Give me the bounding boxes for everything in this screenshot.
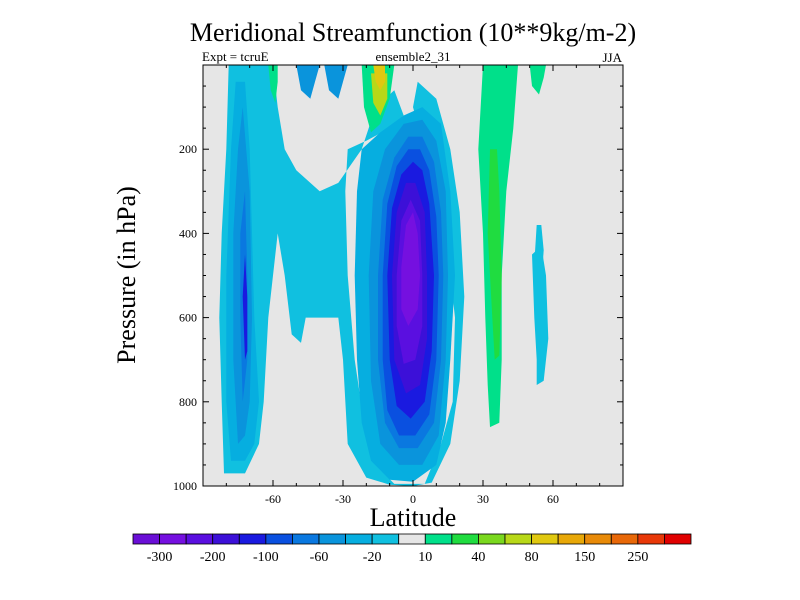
colorbar-swatch (451, 533, 479, 545)
subtitle-left: Expt = tcruE (202, 49, 269, 64)
contour-region-sh-cell-outer (219, 65, 465, 486)
subtitle-center: ensemble2_31 (375, 49, 450, 64)
colorbar-swatch (398, 533, 426, 545)
colorbar: -300 -200 -100 -60 -20 10 40 80 150 250 (132, 533, 692, 565)
colorbar-swatch (292, 533, 320, 545)
colorbar-swatch (531, 533, 559, 545)
y-tick-label: 600 (179, 311, 197, 325)
x-tick-label: 0 (410, 492, 416, 506)
colorbar-swatch (345, 533, 373, 545)
contour-region-hadley-cell-core (401, 212, 420, 326)
colorbar-swatch (610, 533, 639, 545)
colorbar-label: 40 (471, 550, 485, 565)
colorbar-label: -20 (363, 550, 382, 565)
colorbar-swatch (424, 533, 453, 545)
colorbar-swatch (212, 533, 240, 545)
colorbar-label: 10 (418, 550, 432, 565)
colorbar-swatch (265, 533, 293, 545)
colorbar-label: 80 (525, 550, 539, 565)
colorbar-swatch (318, 533, 346, 545)
colorbar-label: -100 (253, 550, 279, 565)
colorbar-label: 250 (627, 550, 648, 565)
contour-region-upper-sh-green-1 (268, 65, 278, 103)
colorbar-swatch (185, 533, 214, 545)
y-tick-label: 1000 (173, 479, 197, 493)
contour-region-nh-green-cell-inner (487, 149, 502, 360)
contour-region-upper-sh-orange (373, 65, 385, 91)
contour-region-sh-cell-level5 (242, 254, 248, 360)
x-axis-label: Latitude (370, 503, 457, 532)
y-tick-label: 800 (179, 395, 197, 409)
y-axis-label: Pressure (in hPa) (112, 186, 141, 364)
chart-title: Meridional Streamfunction (10**9kg/m-2) (190, 18, 636, 47)
colorbar-swatch (664, 533, 692, 545)
x-tick-label: -30 (335, 492, 351, 506)
plot-area: -60 -30 0 30 60 200 400 600 800 1000 (173, 64, 624, 506)
colorbar-label: 150 (574, 550, 595, 565)
colorbar-swatch (132, 533, 160, 545)
colorbar-swatch (238, 533, 267, 545)
colorbar-swatch (557, 533, 586, 545)
x-tick-label: -60 (265, 492, 281, 506)
contour-region-upper-sh-blue-patch-1 (296, 65, 320, 99)
colorbar-swatch (159, 533, 187, 545)
x-tick-label: 30 (477, 492, 489, 506)
contour-region-nh-right-green-top (529, 65, 546, 95)
y-tick-label: 200 (179, 142, 197, 156)
subtitle-right: JJA (602, 50, 622, 65)
colorbar-swatch (504, 533, 532, 545)
colorbar-swatch (371, 533, 400, 545)
colorbar-swatch (478, 533, 506, 545)
y-tick-label: 400 (179, 226, 197, 240)
colorbar-label: -300 (147, 550, 173, 565)
colorbar-swatch (584, 533, 612, 545)
contour-region-nh-right-blue-lower (534, 225, 544, 293)
x-tick-label: 60 (547, 492, 559, 506)
colorbar-swatch (637, 533, 665, 545)
contour-region-upper-sh-blue-patch-2 (324, 65, 348, 99)
colorbar-label: -200 (200, 550, 226, 565)
colorbar-label: -60 (310, 550, 329, 565)
